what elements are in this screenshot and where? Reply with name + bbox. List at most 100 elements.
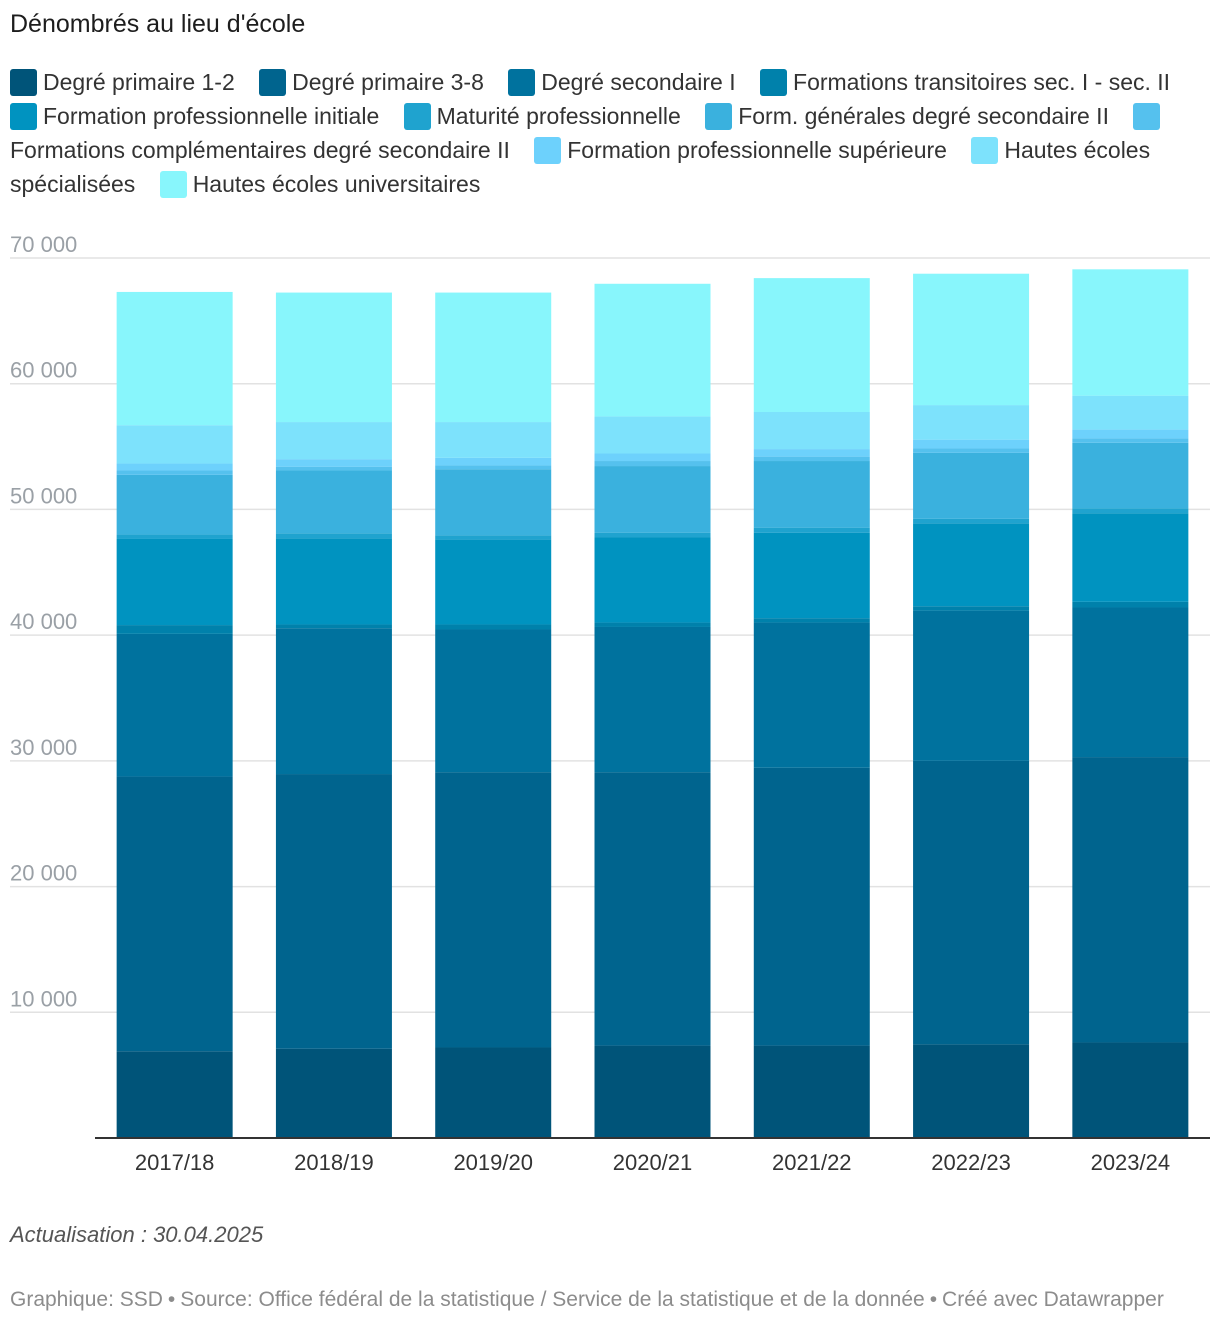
credits-source: Source: Office fédéral de la statistique… <box>180 1288 925 1311</box>
legend-label: Formation professionnelle supérieure <box>567 137 947 163</box>
bar-segment <box>913 452 1030 519</box>
bar-segment <box>594 626 711 773</box>
legend-swatch <box>10 69 37 96</box>
chart-title: Dénombrés au lieu d'école <box>10 10 306 38</box>
bar-segment <box>1072 438 1189 443</box>
bar-segment <box>435 469 552 536</box>
bar-segment <box>1072 1042 1189 1138</box>
bar-segment <box>275 624 392 629</box>
bar-segment <box>594 453 711 462</box>
x-tick-label: 2020/21 <box>613 1150 693 1175</box>
legend-swatch <box>705 103 733 130</box>
y-tick-label: 60 000 <box>10 358 77 383</box>
bar-segment <box>753 456 870 462</box>
bar-segment <box>1072 607 1189 758</box>
bar-segment <box>435 535 552 540</box>
credits: Graphique: SSD • Source: Office fédéral de… <box>10 1288 1164 1312</box>
bar-segment <box>435 539 552 625</box>
legend-swatch <box>403 103 431 130</box>
bar-segment <box>435 1047 552 1138</box>
bar-segment <box>1072 442 1189 509</box>
update-note: Actualisation : 30.04.2025 <box>10 1222 264 1247</box>
bar-segment <box>116 291 233 426</box>
legend-item: Hautes écoles universitaires <box>159 171 481 198</box>
x-axis-ticks: 2017/18 2018/19 2019/20 2020/21 2021/22 2022/… <box>135 1150 1170 1175</box>
legend-label: Degré secondaire I <box>541 69 736 95</box>
legend-item: Formations transitoires sec. I - sec. II <box>760 69 1170 96</box>
legend-item: Formations complémentaires degré seconda… <box>10 103 1166 163</box>
y-tick-label: 50 000 <box>10 483 77 508</box>
credits-graphic: Graphique: SSD <box>10 1288 163 1311</box>
legend-item: Maturité professionnelle <box>403 103 681 130</box>
bar-segment <box>275 538 392 625</box>
bar-segment <box>275 459 392 467</box>
x-tick-label: 2018/19 <box>294 1150 374 1175</box>
bar-segment <box>753 461 870 528</box>
bar-segment <box>275 1048 392 1138</box>
legend-item: Degré primaire 3-8 <box>259 69 484 96</box>
bar-segment <box>275 466 392 471</box>
bar-segment <box>116 538 233 626</box>
bar-segment <box>116 474 233 535</box>
legend-swatch <box>10 103 37 130</box>
bar-segment <box>435 422 552 458</box>
bar-segment <box>1072 508 1189 514</box>
legend-swatch <box>760 69 788 96</box>
bar-segment <box>594 461 711 467</box>
bar-segment <box>435 292 552 423</box>
legend-label: Hautes écoles spécialisées <box>10 137 1151 197</box>
bar-segment <box>913 523 1030 607</box>
bar-segment <box>275 292 392 423</box>
legend-swatch <box>159 171 187 198</box>
bar-segment <box>753 278 870 412</box>
bar-segment <box>275 470 392 534</box>
bar-segment <box>594 283 711 417</box>
bar-segment <box>435 465 552 470</box>
bar-segment <box>913 1044 1030 1138</box>
legend-swatch <box>534 137 562 164</box>
credits-separator: • <box>929 1288 938 1311</box>
bar-segment <box>275 533 392 539</box>
bar-segment <box>594 537 711 623</box>
legend-swatch <box>508 69 536 96</box>
bar-segment <box>116 625 233 634</box>
bar-segment <box>116 470 233 475</box>
chart-plot: 10 000 20 000 30 000 40 000 50 000 60 000 70 0… <box>10 232 1210 1175</box>
legend-item: Degré secondaire I <box>508 69 736 96</box>
legend-swatch <box>1133 103 1161 130</box>
bar-segment <box>753 767 870 1046</box>
bar-segment <box>594 532 711 538</box>
bar-segment <box>116 463 233 471</box>
bar-segment <box>594 416 711 454</box>
bar-segment <box>753 1045 870 1138</box>
bar-segment <box>435 457 552 466</box>
legend-swatch <box>259 69 287 96</box>
bar-segment <box>116 425 233 464</box>
legend-label: Maturité professionnelle <box>436 103 681 129</box>
y-tick-label: 30 000 <box>10 735 77 760</box>
bar-segment <box>753 412 870 450</box>
bar-segment <box>913 448 1030 453</box>
bar-segment <box>1072 429 1189 439</box>
legend-item: Degré primaire 1-2 <box>10 69 235 96</box>
bar-segment <box>753 449 870 457</box>
legend-label: Degré primaire 1-2 <box>43 69 235 95</box>
bar-segment <box>275 422 392 460</box>
bar-segment <box>913 760 1030 1045</box>
bar-segment <box>913 273 1030 406</box>
x-tick-label: 2023/24 <box>1091 1150 1171 1175</box>
legend-label: Hautes écoles universitaires <box>192 171 481 197</box>
bar-segment <box>1072 513 1189 602</box>
bar-segment <box>275 774 392 1049</box>
bar-segment <box>753 532 870 619</box>
y-tick-label: 10 000 <box>10 986 77 1011</box>
legend-label: Form. générales degré secondaire II <box>738 103 1109 129</box>
bar-segment <box>913 606 1030 611</box>
bar-segment <box>753 618 870 623</box>
bar-segment <box>1072 601 1189 608</box>
bar-segment <box>913 610 1030 761</box>
bar-segment <box>913 405 1030 440</box>
bar-segment <box>594 466 711 533</box>
bar-segment <box>753 527 870 533</box>
x-tick-label: 2022/23 <box>931 1150 1011 1175</box>
